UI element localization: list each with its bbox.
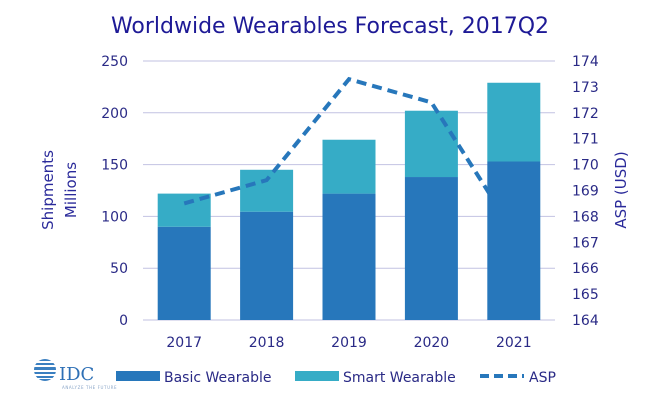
y-tick-label: 200 <box>101 106 128 122</box>
logo-text: IDC <box>59 364 94 385</box>
y-axis-label-line2: Millions <box>62 162 80 218</box>
bar-smart-2018 <box>240 169 294 212</box>
bar-basic-2019 <box>322 193 376 320</box>
legend: Basic Wearable Smart Wearable ASP <box>116 370 556 386</box>
idc-logo: IDC ANALYZE THE FUTURE <box>34 359 117 390</box>
legend-item-asp: ASP <box>480 370 556 386</box>
x-tick-label: 2021 <box>496 335 532 351</box>
y2-tick-label: 170 <box>572 158 599 174</box>
globe-icon <box>34 359 56 381</box>
legend-item-basic: Basic Wearable <box>116 370 271 386</box>
legend-swatch-smart <box>295 371 339 381</box>
bars-front <box>487 82 541 320</box>
y-tick-label: 0 <box>119 313 128 329</box>
asp-line-path <box>183 76 516 234</box>
y-tick-label: 250 <box>101 54 128 70</box>
legend-label-basic: Basic Wearable <box>164 370 271 386</box>
legend-item-smart: Smart Wearable <box>295 370 456 386</box>
bar-smart-2019 <box>322 139 376 194</box>
y2-tick-label: 166 <box>572 261 599 277</box>
legend-label-asp: ASP <box>529 370 556 386</box>
y-axis-ticks: 0 50 100 150 200 250 <box>101 54 128 329</box>
bars <box>157 110 458 320</box>
bar-basic-2017 <box>157 226 211 320</box>
y2-tick-label: 167 <box>572 235 599 251</box>
x-tick-label: 2017 <box>166 335 202 351</box>
logo-tagline: ANALYZE THE FUTURE <box>62 385 117 390</box>
x-axis-ticks: 2017 2018 2019 2020 2021 <box>166 335 531 351</box>
y2-tick-label: 174 <box>572 54 599 70</box>
y-tick-label: 50 <box>110 261 128 277</box>
x-tick-label: 2018 <box>249 335 285 351</box>
x-tick-label: 2020 <box>414 335 450 351</box>
asp-line <box>183 76 516 234</box>
y2-tick-label: 165 <box>572 287 599 303</box>
chart-title: Worldwide Wearables Forecast, 2017Q2 <box>111 14 549 39</box>
y2-tick-label: 172 <box>572 106 599 122</box>
y2-tick-label: 169 <box>572 184 599 200</box>
y2-tick-label: 168 <box>572 209 599 225</box>
y2-axis-label: ASP (USD) <box>612 151 630 228</box>
legend-label-smart: Smart Wearable <box>343 370 456 386</box>
y2-axis-ticks: 164 165 166 167 168 169 170 171 172 173 174 <box>572 54 599 329</box>
bar-smart-2021 <box>487 82 541 162</box>
bar-basic-2021 <box>487 161 541 320</box>
y-axis-label-line1: Shipments <box>39 150 57 230</box>
y2-tick-label: 171 <box>572 132 599 148</box>
bar-smart-2020 <box>404 110 458 178</box>
y2-tick-label: 173 <box>572 80 599 96</box>
y-tick-label: 100 <box>101 209 128 225</box>
x-tick-label: 2019 <box>331 335 367 351</box>
bar-basic-2018 <box>240 211 294 320</box>
y-tick-label: 150 <box>101 158 128 174</box>
bar-basic-2020 <box>404 177 458 320</box>
y2-tick-label: 164 <box>572 313 599 329</box>
legend-swatch-basic <box>116 371 160 381</box>
